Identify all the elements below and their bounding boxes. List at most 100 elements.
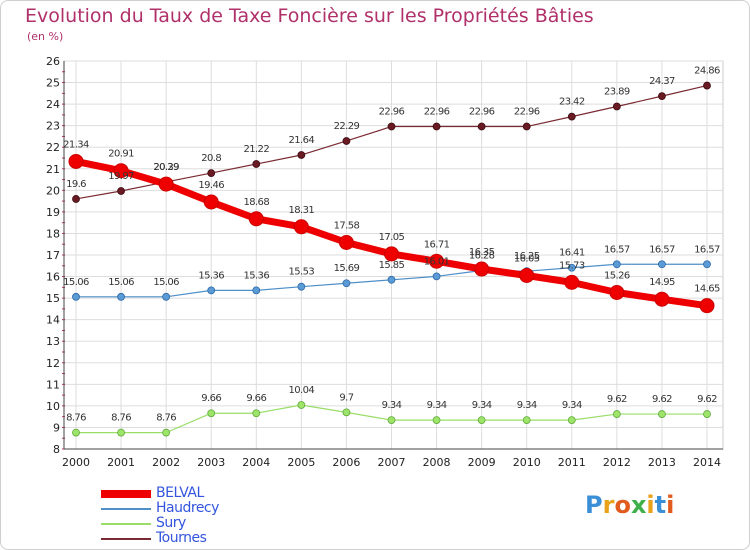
data-label-belval: 21.34 [63, 139, 89, 150]
legend-swatch-sury [101, 523, 151, 525]
point-tournes [117, 187, 125, 195]
data-label-tournes: 20.8 [201, 153, 221, 164]
data-label-haudrecy: 16.57 [649, 244, 675, 255]
point-haudrecy [703, 260, 711, 269]
data-label-belval: 20.91 [108, 149, 134, 160]
point-tournes [252, 160, 261, 168]
data-label-tournes: 20.39 [153, 162, 179, 173]
point-haudrecy [567, 263, 576, 272]
point-belval [474, 261, 490, 277]
legend-label-sury: Sury [156, 515, 186, 531]
data-label-tournes: 21.22 [243, 144, 269, 155]
y-tick-label: 15 [46, 292, 60, 305]
point-sury [252, 409, 261, 418]
x-tick-label: 2003 [197, 456, 225, 469]
point-belval [384, 246, 399, 262]
point-belval [338, 234, 354, 250]
point-tournes [522, 122, 531, 131]
data-label-tournes: 23.89 [604, 86, 630, 97]
data-label-tournes: 19.6 [66, 179, 86, 190]
x-tick-label: 2012 [603, 456, 631, 469]
x-tick-label: 2008 [423, 456, 451, 469]
point-belval [654, 291, 670, 307]
point-belval [248, 211, 264, 227]
y-tick-label: 18 [46, 227, 60, 240]
y-tick-label: 11 [46, 378, 60, 391]
data-label-haudrecy: 16.25 [514, 251, 540, 262]
point-sury [342, 408, 351, 417]
point-haudrecy [117, 292, 125, 301]
point-tournes [567, 112, 576, 121]
chart-title: Evolution du Taux de Taxe Foncière sur l… [25, 5, 594, 27]
data-label-belval: 18.68 [243, 197, 269, 208]
data-label-belval: 16.35 [469, 247, 495, 258]
point-sury [387, 416, 396, 425]
data-label-belval: 20.29 [153, 162, 179, 173]
brand-letter: i [666, 491, 675, 519]
data-label-haudrecy: 16.01 [424, 256, 450, 267]
series-layer [68, 81, 715, 437]
point-sury [72, 428, 80, 437]
point-haudrecy [342, 279, 351, 288]
point-sury [117, 428, 125, 437]
data-label-sury: 9.34 [562, 400, 582, 411]
point-sury [703, 410, 711, 418]
data-label-haudrecy: 16.57 [694, 244, 720, 255]
point-belval [203, 194, 219, 210]
data-label-sury: 9.66 [246, 393, 266, 404]
data-label-tournes: 22.29 [334, 121, 360, 132]
data-label-sury: 9.62 [697, 394, 717, 405]
data-label-haudrecy: 16.41 [559, 248, 585, 259]
y-tick-label: 8 [53, 443, 60, 456]
x-tick-label: 2010 [513, 456, 541, 469]
data-label-sury: 9.34 [472, 400, 492, 411]
x-tick-label: 2007 [378, 456, 406, 469]
data-label-tournes: 24.86 [694, 66, 720, 77]
data-label-tournes: 23.42 [559, 97, 585, 108]
data-label-sury: 9.34 [517, 400, 537, 411]
point-belval [519, 267, 535, 283]
data-label-belval: 16.05 [514, 253, 540, 264]
brand-letter: x [630, 491, 647, 519]
data-label-sury: 9.7 [339, 392, 353, 403]
y-tick-label: 20 [46, 184, 60, 197]
x-tick-label: 2000 [62, 456, 90, 469]
x-tick-label: 2013 [648, 456, 676, 469]
y-tick-label: 22 [46, 141, 60, 154]
brand-letter: t [654, 491, 667, 519]
axes: 8 9 10 11 12 13 14 15 16 17 18 19 20 21 22 23 24 25 26 2000… [46, 55, 723, 469]
legend-label-tournes: Tournes [156, 530, 207, 546]
y-tick-label: 19 [46, 206, 60, 219]
data-label-haudrecy: 15.36 [198, 270, 224, 281]
point-sury [162, 428, 171, 437]
data-label-sury: 8.76 [156, 413, 176, 424]
data-label-tournes: 21.64 [289, 135, 315, 146]
x-tick-label: 2009 [468, 456, 496, 469]
point-belval [68, 153, 84, 169]
legend-swatch-haudrecy [101, 508, 151, 510]
data-label-tournes: 22.96 [514, 107, 540, 118]
point-haudrecy [658, 260, 666, 269]
y-tick-label: 10 [46, 400, 60, 413]
data-label-tournes: 22.96 [379, 107, 405, 118]
x-tick-label: 2004 [242, 456, 270, 469]
brand-letter: i [646, 491, 655, 519]
data-label-haudrecy: 16.57 [604, 244, 630, 255]
data-label-sury: 8.76 [111, 413, 131, 424]
data-label-belval: 15.26 [604, 271, 630, 282]
point-tournes [612, 102, 621, 111]
y-tick-label: 21 [46, 163, 60, 176]
point-sury [207, 409, 216, 418]
data-label-sury: 9.34 [382, 400, 402, 411]
point-belval [609, 285, 625, 301]
point-haudrecy [387, 275, 396, 284]
data-label-sury: 9.66 [201, 393, 221, 404]
y-tick-label: 14 [46, 314, 60, 327]
point-tournes [432, 122, 441, 131]
legend-swatch-tournes [101, 538, 151, 540]
data-label-sury: 8.76 [66, 413, 86, 424]
data-label-haudrecy: 15.85 [379, 260, 405, 271]
y-tick-label: 13 [46, 335, 60, 348]
data-label-belval: 19.46 [198, 180, 224, 191]
